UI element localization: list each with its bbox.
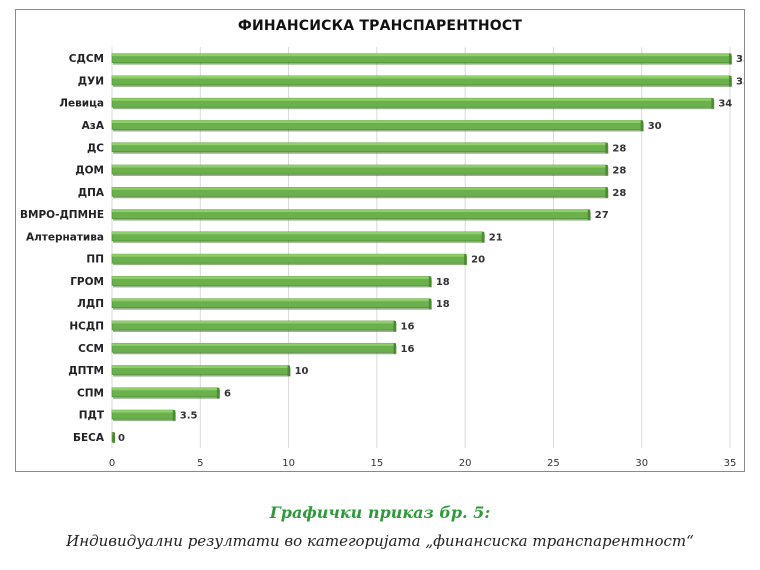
category-label: ССМ [78, 343, 104, 355]
value-label: 16 [401, 344, 415, 355]
value-label: 35 [736, 76, 744, 87]
bar-end-cap [112, 432, 115, 443]
bar-highlight [112, 343, 395, 346]
x-tick-label: 5 [197, 458, 203, 469]
category-label: ДОМ [75, 165, 104, 177]
value-label: 28 [612, 166, 626, 177]
category-label: ПДТ [79, 410, 105, 422]
category-label: ЛДП [77, 298, 104, 310]
bar-end-cap [605, 187, 608, 198]
category-label: ГРОМ [70, 276, 104, 288]
value-label: 18 [436, 277, 450, 288]
bar-highlight [112, 365, 289, 369]
value-label: 20 [471, 255, 485, 266]
bar-end-cap [428, 298, 432, 310]
bar-end-cap [464, 254, 467, 265]
category-label: ДС [87, 142, 104, 154]
category-label: НСДП [69, 320, 104, 332]
bar-end-cap [711, 98, 714, 109]
category-label: СДСМ [69, 53, 104, 65]
value-label: 28 [612, 188, 626, 199]
x-tick-label: 0 [109, 458, 115, 469]
value-label: 16 [401, 321, 415, 332]
bar-end-cap [605, 142, 608, 154]
bar-highlight [112, 231, 483, 235]
bar-highlight [112, 320, 395, 324]
bar-end-cap [287, 365, 291, 377]
bar-highlight [112, 387, 218, 391]
category-label: ДПТМ [68, 365, 104, 377]
x-tick-label: 20 [459, 458, 472, 469]
category-label: АзА [82, 120, 105, 132]
bar-end-cap [172, 410, 176, 421]
value-label: 18 [436, 299, 450, 310]
category-label: ДУИ [78, 75, 104, 87]
value-label: 28 [612, 143, 626, 154]
bar-highlight [112, 410, 174, 413]
bar-highlight [112, 98, 713, 101]
bar-chart: 0 5 10 15 20 25 30 35 СДСМ 35 ДУИ 35 Левица 34 АзА 30 ДС… [20, 47, 744, 469]
bar-end-cap [216, 387, 220, 399]
value-label: 34 [718, 99, 732, 110]
chart-frame: ФИНАНСИСКА ТРАНСПАРЕНТНОСТ 0 5 10 15 20 25 30 3… [15, 9, 745, 472]
value-label: 6 [224, 388, 231, 399]
category-label: ДПА [78, 187, 105, 199]
bar-end-cap [393, 320, 397, 332]
bar-end-cap [729, 53, 732, 65]
bar-highlight [112, 254, 466, 257]
bar-highlight [112, 142, 607, 146]
chart-title: ФИНАНСИСКА ТРАНСПАРЕНТНОСТ [237, 18, 523, 34]
bar-end-cap [393, 343, 397, 354]
bar-highlight [112, 53, 730, 57]
figure-caption-subtitle: Индивидуални резултати во категоријата „… [66, 532, 694, 550]
value-label: 35 [736, 54, 744, 65]
x-tick-label: 25 [547, 458, 560, 469]
bar-highlight [112, 209, 589, 213]
x-tick-label: 30 [635, 458, 648, 469]
category-label: ВМРО-ДПМНЕ [20, 209, 104, 221]
bar-end-cap [640, 120, 644, 131]
bar-highlight [112, 120, 642, 123]
bar-end-cap [481, 231, 485, 243]
bar-end-cap [729, 75, 732, 87]
bar-end-cap [428, 276, 432, 287]
bar-highlight [112, 187, 607, 190]
x-tick-label: 35 [724, 458, 737, 469]
category-label: БЕСА [73, 432, 105, 444]
x-tick-label: 10 [282, 458, 295, 469]
x-tick-label: 15 [370, 458, 383, 469]
value-label: 0 [118, 433, 125, 444]
bar-highlight [112, 75, 730, 79]
value-label: 10 [295, 366, 309, 377]
bar-highlight [112, 276, 430, 279]
category-label: Алтернатива [26, 231, 104, 243]
value-label: 21 [489, 232, 503, 243]
value-label: 30 [648, 121, 662, 132]
category-label: ПП [86, 254, 104, 266]
bar-end-cap [587, 209, 591, 221]
bar-highlight [112, 165, 607, 168]
value-label: 3.5 [180, 411, 198, 422]
bar-end-cap [605, 165, 608, 176]
category-label: СПМ [77, 387, 104, 399]
category-label: Левица [59, 98, 104, 110]
bar-highlight [112, 298, 430, 302]
figure-caption-title: Графички приказ бр. 5: [269, 503, 491, 522]
value-label: 27 [595, 210, 609, 221]
